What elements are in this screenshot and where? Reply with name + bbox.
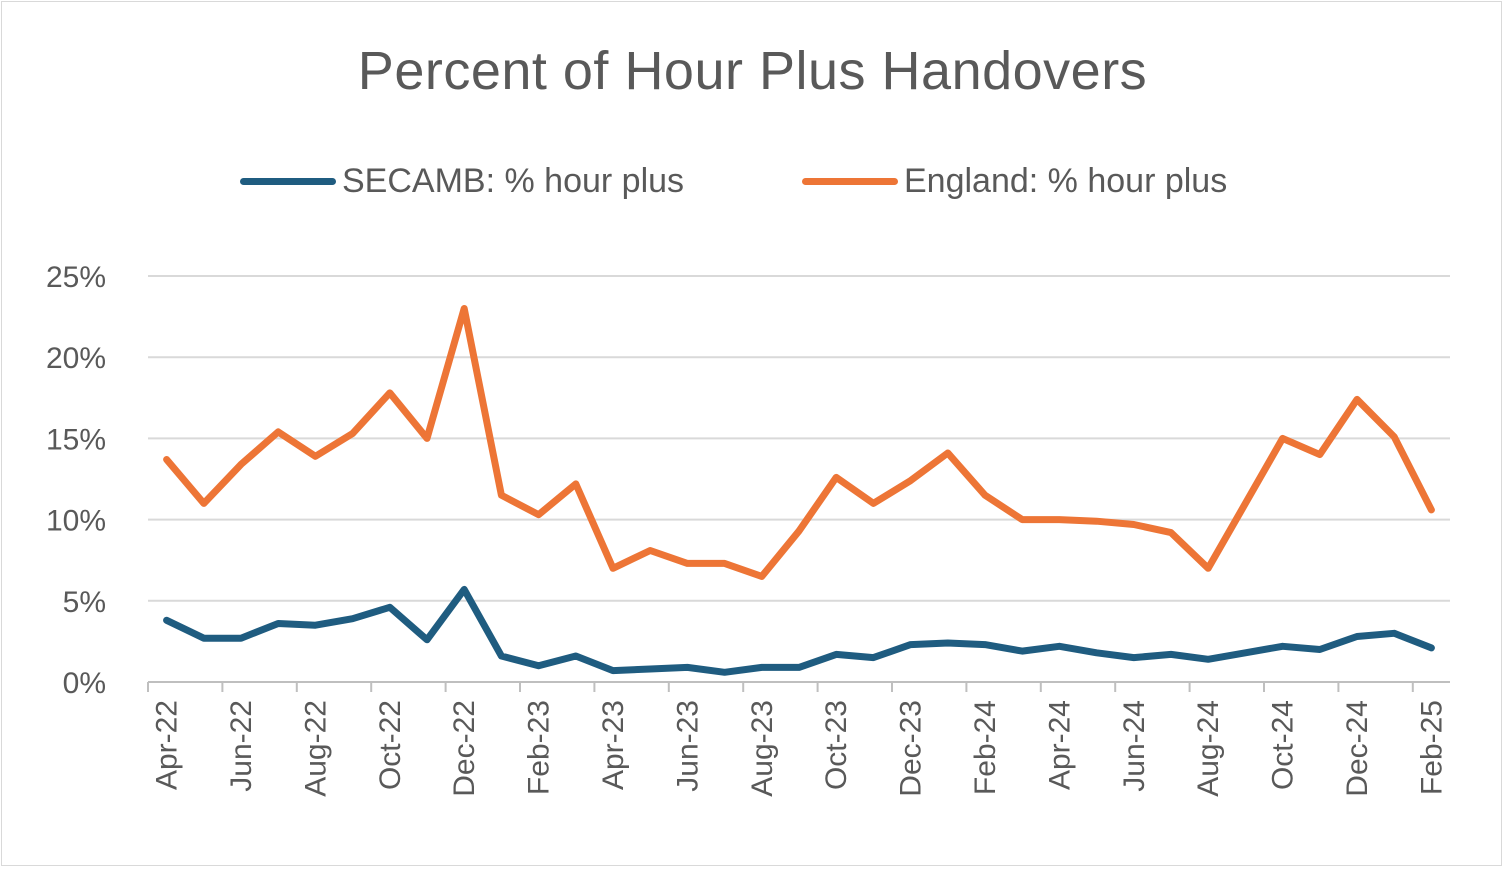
x-tick-label-Apr-24: Apr-24 <box>1043 700 1076 790</box>
series-line-secamb <box>163 585 1435 676</box>
x-tick-label-Apr-23: Apr-23 <box>597 700 630 790</box>
legend-label-secamb: SECAMB: % hour plus <box>342 162 685 200</box>
x-tick-label-Feb-25: Feb-25 <box>1415 700 1448 795</box>
chart-title: Percent of Hour Plus Handovers <box>357 41 1148 101</box>
x-tick-label-Apr-22: Apr-22 <box>151 700 184 790</box>
x-tick-label-Feb-24: Feb-24 <box>969 700 1002 795</box>
legend-label-england: England: % hour plus <box>904 162 1228 200</box>
y-tick-label-0: 0% <box>63 667 106 700</box>
legend-swatch-england <box>802 178 898 185</box>
x-tick-label-Jun-22: Jun-22 <box>225 700 258 792</box>
legend-swatch-secamb <box>240 178 336 185</box>
x-tick-label-Dec-23: Dec-23 <box>895 700 928 797</box>
x-tick-label-Aug-24: Aug-24 <box>1192 700 1225 797</box>
x-tick-label-Jun-23: Jun-23 <box>671 700 704 792</box>
legend: SECAMB: % hour plus England: % hour plus <box>0 162 1505 212</box>
legend-item-england: England: % hour plus <box>802 162 1227 201</box>
x-tick-label-Feb-23: Feb-23 <box>523 700 556 795</box>
y-tick-label-10: 10% <box>46 505 106 538</box>
x-tick-label-Jun-24: Jun-24 <box>1118 700 1151 792</box>
y-tick-label-5: 5% <box>63 586 106 619</box>
x-tick-label-Oct-22: Oct-22 <box>374 700 407 790</box>
y-tick-label-20: 20% <box>46 342 106 375</box>
legend-item-secamb: SECAMB: % hour plus <box>240 162 684 201</box>
y-tick-label-25: 25% <box>46 261 106 294</box>
x-tick-label-Aug-23: Aug-23 <box>746 700 779 797</box>
y-tick-label-15: 15% <box>46 423 106 456</box>
x-tick-label-Oct-24: Oct-24 <box>1267 700 1300 790</box>
x-tick-label-Aug-22: Aug-22 <box>299 700 332 797</box>
series-line-england <box>163 305 1435 580</box>
x-tick-label-Oct-23: Oct-23 <box>820 700 853 790</box>
x-tick-label-Dec-22: Dec-22 <box>448 700 481 797</box>
x-tick-label-Dec-24: Dec-24 <box>1341 700 1374 797</box>
